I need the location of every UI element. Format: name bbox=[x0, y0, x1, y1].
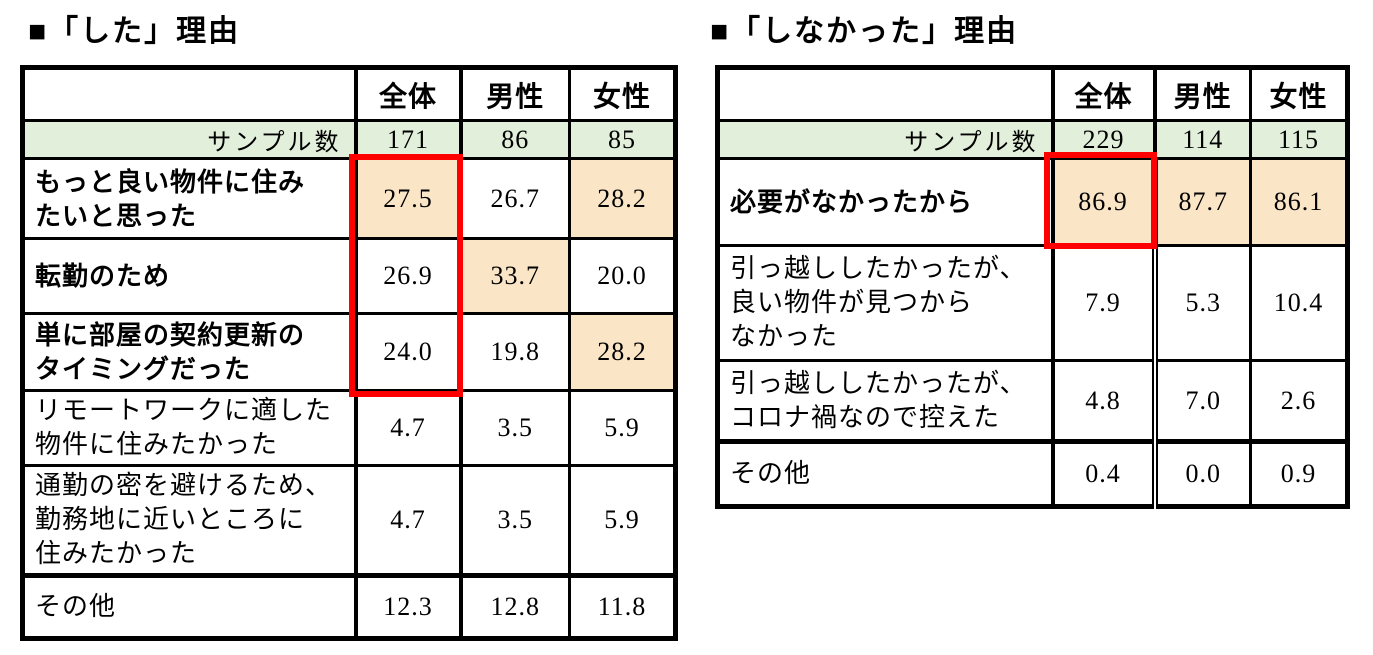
value-cell: 5.3 bbox=[1153, 244, 1252, 362]
row-label: 引っ越ししたかったが、 良い物件が見つから なかった bbox=[716, 244, 1054, 362]
sample-count-row: サンプル数 229 114 115 bbox=[716, 119, 1349, 160]
value-cell: 4.8 bbox=[1050, 359, 1158, 443]
value-cell: 7.0 bbox=[1153, 359, 1252, 443]
value-cell: 0.9 bbox=[1249, 439, 1349, 508]
did-not-reasons-title: ■「しなかった」理由 bbox=[710, 15, 1019, 48]
value-cell: 2.6 bbox=[1249, 359, 1349, 443]
row-label: リモートワークに適した 物件に住みたかった bbox=[21, 389, 357, 467]
value-cell: 26.7 bbox=[459, 157, 571, 240]
value-cell: 3.5 bbox=[459, 464, 571, 577]
value-cell: 11.8 bbox=[568, 573, 677, 640]
value-cell: 28.2 bbox=[568, 157, 677, 240]
table-row: リモートワークに適した 物件に住みたかった 4.7 3.5 5.9 bbox=[21, 389, 677, 467]
value-cell: 87.7 bbox=[1153, 157, 1252, 247]
value-cell: 12.8 bbox=[459, 573, 571, 640]
header-row: 全体 男性 女性 bbox=[21, 66, 677, 122]
value-cell: 33.7 bbox=[459, 237, 571, 315]
value-cell: 12.3 bbox=[353, 573, 463, 640]
row-label: その他 bbox=[716, 439, 1054, 508]
did-reasons-table: 全体 男性 女性 サンプル数 171 86 85 もっと良い物件に住み たいと思… bbox=[20, 65, 678, 641]
column-header-total: 全体 bbox=[353, 66, 463, 122]
column-header-female: 女性 bbox=[1249, 66, 1349, 122]
column-header-male: 男性 bbox=[1153, 66, 1252, 122]
table-row: もっと良い物件に住み たいと思った 27.5 26.7 28.2 bbox=[21, 157, 677, 240]
value-cell: 27.5 bbox=[353, 157, 463, 240]
sample-count-female: 85 bbox=[568, 119, 677, 160]
column-header-male: 男性 bbox=[459, 66, 571, 122]
sample-count-male: 86 bbox=[459, 119, 571, 160]
sample-count-total: 171 bbox=[353, 119, 463, 160]
table-row-other: その他 12.3 12.8 11.8 bbox=[21, 573, 677, 640]
header-row: 全体 男性 女性 bbox=[716, 66, 1349, 122]
value-cell: 3.5 bbox=[459, 389, 571, 467]
value-cell: 5.9 bbox=[568, 389, 677, 467]
table-row: 引っ越ししたかったが、 良い物件が見つから なかった 7.9 5.3 10.4 bbox=[716, 244, 1349, 362]
value-cell: 24.0 bbox=[353, 312, 463, 392]
value-cell: 0.4 bbox=[1050, 439, 1158, 508]
value-cell: 86.1 bbox=[1249, 157, 1349, 247]
column-header-total: 全体 bbox=[1050, 66, 1157, 122]
table-row-other: その他 0.4 0.0 0.9 bbox=[716, 439, 1349, 508]
value-cell: 26.9 bbox=[353, 237, 463, 315]
table-row: 必要がなかったから 86.9 87.7 86.1 bbox=[716, 157, 1349, 247]
sample-count-female: 115 bbox=[1249, 119, 1349, 160]
sample-count-male: 114 bbox=[1153, 119, 1252, 160]
value-cell: 0.0 bbox=[1153, 439, 1252, 508]
value-cell: 19.8 bbox=[459, 312, 571, 392]
row-label: その他 bbox=[21, 573, 357, 640]
table-row: 引っ越ししたかったが、 コロナ禍なので控えた 4.8 7.0 2.6 bbox=[716, 359, 1349, 443]
did-not-reasons-table: 全体 男性 女性 サンプル数 229 114 115 必要がなかったから 86.… bbox=[715, 65, 1350, 509]
did-reasons-title: ■「した」理由 bbox=[28, 15, 241, 48]
value-cell: 10.4 bbox=[1249, 244, 1349, 362]
sample-count-row: サンプル数 171 86 85 bbox=[21, 119, 677, 160]
value-cell: 86.9 bbox=[1050, 157, 1158, 247]
table-row: 通勤の密を避けるため、 勤務地に近いところに 住みたかった 4.7 3.5 5.… bbox=[21, 464, 677, 577]
row-label: 単に部屋の契約更新の タイミングだった bbox=[21, 312, 357, 392]
corner-cell bbox=[716, 66, 1054, 122]
row-label: 引っ越ししたかったが、 コロナ禍なので控えた bbox=[716, 359, 1054, 443]
did-not-reasons-table-container: 全体 男性 女性 サンプル数 229 114 115 必要がなかったから 86.… bbox=[715, 65, 1350, 509]
column-header-female: 女性 bbox=[568, 66, 677, 122]
sample-count-label: サンプル数 bbox=[716, 119, 1054, 160]
row-label: 転勤のため bbox=[21, 237, 357, 315]
row-label: 通勤の密を避けるため、 勤務地に近いところに 住みたかった bbox=[21, 464, 357, 577]
table-row: 単に部屋の契約更新の タイミングだった 24.0 19.8 28.2 bbox=[21, 312, 677, 392]
value-cell: 4.7 bbox=[353, 464, 463, 577]
sample-count-label: サンプル数 bbox=[21, 119, 357, 160]
did-reasons-table-container: 全体 男性 女性 サンプル数 171 86 85 もっと良い物件に住み たいと思… bbox=[20, 65, 678, 641]
table-row: 転勤のため 26.9 33.7 20.0 bbox=[21, 237, 677, 315]
corner-cell bbox=[21, 66, 357, 122]
value-cell: 5.9 bbox=[568, 464, 677, 577]
row-label: もっと良い物件に住み たいと思った bbox=[21, 157, 357, 240]
value-cell: 7.9 bbox=[1050, 244, 1158, 362]
value-cell: 28.2 bbox=[568, 312, 677, 392]
value-cell: 20.0 bbox=[568, 237, 677, 315]
sample-count-total: 229 bbox=[1050, 119, 1157, 160]
row-label: 必要がなかったから bbox=[716, 157, 1054, 247]
value-cell: 4.7 bbox=[353, 389, 463, 467]
